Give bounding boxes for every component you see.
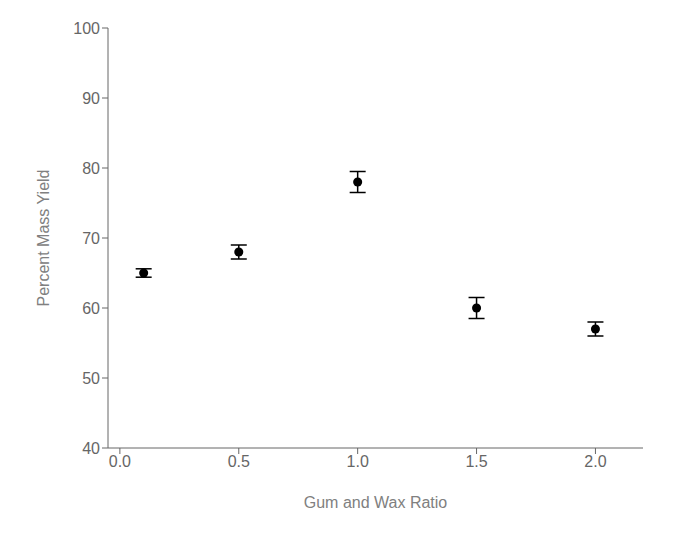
svg-text:40: 40 [82, 440, 100, 457]
svg-text:60: 60 [82, 300, 100, 317]
svg-text:Gum and Wax Ratio: Gum and Wax Ratio [304, 494, 448, 511]
svg-text:1.5: 1.5 [465, 453, 487, 470]
svg-text:Percent Mass Yield: Percent Mass Yield [35, 170, 52, 307]
svg-text:0.5: 0.5 [228, 453, 250, 470]
svg-text:2.0: 2.0 [584, 453, 606, 470]
svg-text:0.0: 0.0 [109, 453, 131, 470]
svg-text:80: 80 [82, 160, 100, 177]
svg-text:100: 100 [73, 20, 100, 37]
svg-text:90: 90 [82, 90, 100, 107]
svg-text:70: 70 [82, 230, 100, 247]
svg-text:50: 50 [82, 370, 100, 387]
svg-text:1.0: 1.0 [347, 453, 369, 470]
